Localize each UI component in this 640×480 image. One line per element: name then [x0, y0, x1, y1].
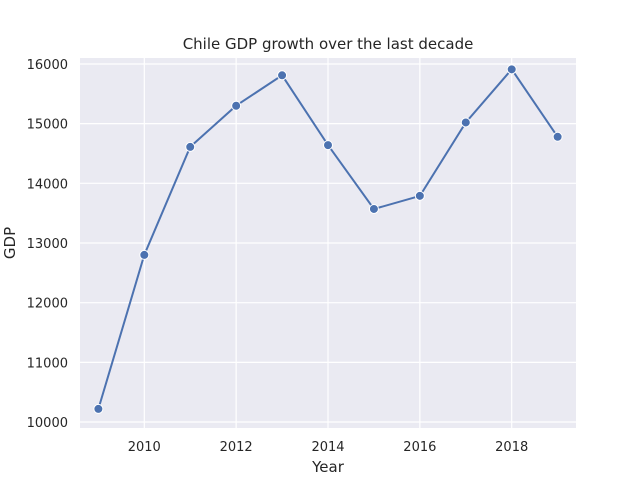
x-tick-label: 2014 [311, 440, 344, 455]
y-tick-label: 15000 [27, 118, 68, 133]
x-tick-label: 2010 [128, 440, 161, 455]
gridlines [80, 58, 576, 428]
data-point [93, 403, 104, 414]
data-point [460, 117, 471, 128]
data-point [277, 70, 288, 81]
y-tick-label: 12000 [27, 297, 68, 312]
y-tick-label: 13000 [27, 237, 68, 252]
y-axis-label: GDP [1, 227, 19, 259]
data-point [185, 141, 196, 152]
data-point [323, 140, 333, 151]
x-tick-label: 2016 [403, 440, 436, 455]
data-point [506, 64, 517, 75]
data-point [139, 249, 150, 260]
y-tick-label: 10000 [27, 416, 68, 431]
chart-title: Chile GDP growth over the last decade [183, 35, 474, 53]
y-tick-label: 14000 [27, 177, 68, 192]
y-axis-ticks: 10000 11000 12000 13000 14000 15000 16000 [27, 58, 68, 431]
data-point [368, 203, 379, 214]
data-points [93, 64, 563, 414]
x-tick-label: 2018 [495, 440, 528, 455]
data-point [552, 131, 563, 142]
data-point [414, 190, 425, 201]
y-tick-label: 16000 [27, 58, 68, 73]
x-axis-label: Year [311, 458, 345, 476]
x-axis-ticks: 2010 2012 2014 2016 2018 [128, 440, 529, 455]
x-tick-label: 2012 [220, 440, 253, 455]
data-point [231, 100, 242, 111]
y-tick-label: 11000 [27, 356, 68, 371]
